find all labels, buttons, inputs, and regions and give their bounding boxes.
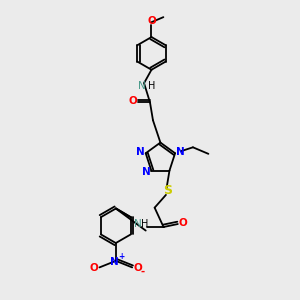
- Text: O: O: [128, 96, 137, 106]
- Text: N: N: [176, 147, 185, 157]
- Text: N: N: [136, 147, 145, 157]
- Text: O: O: [90, 263, 98, 273]
- Text: O: O: [133, 263, 142, 273]
- Text: H: H: [148, 81, 155, 91]
- Text: N: N: [110, 257, 119, 267]
- Text: O: O: [179, 218, 188, 227]
- Text: N: N: [138, 81, 146, 91]
- Text: O: O: [147, 16, 156, 26]
- Text: H: H: [140, 219, 148, 229]
- Text: +: +: [118, 252, 124, 261]
- Text: N: N: [134, 219, 142, 229]
- Text: S: S: [163, 184, 172, 197]
- Text: -: -: [140, 267, 145, 277]
- Text: N: N: [142, 167, 150, 177]
